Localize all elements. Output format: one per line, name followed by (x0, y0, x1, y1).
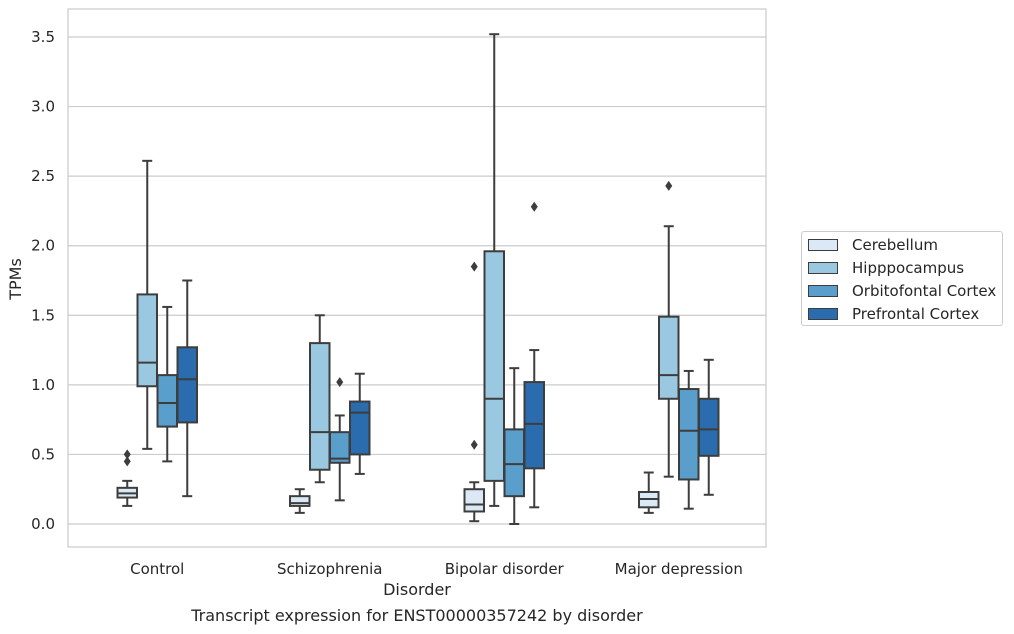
figure-caption: Transcript expression for ENST0000035724… (191, 606, 643, 625)
box-hipppocampus (483, 33, 505, 507)
outlier-point (470, 261, 478, 272)
legend-label-hippocampus: Hipppocampus (852, 259, 965, 277)
legend-label-cerebellum: Cerebellum (852, 236, 938, 254)
iqr-box (678, 388, 700, 481)
boxes (116, 33, 720, 525)
iqr-box (698, 397, 720, 457)
legend-swatch-cerebellum (808, 239, 838, 251)
outlier-point (530, 201, 538, 212)
box-prefrontal-cortex (523, 201, 545, 509)
iqr-box (289, 495, 311, 507)
legend-label-orbitofrontal: Orbitofontal Cortex (852, 282, 997, 300)
box-hipppocampus (658, 180, 680, 478)
y-tick-labels: 0.0 0.5 1.0 1.5 2.0 2.5 3.0 3.5 (31, 28, 55, 533)
y-tick-label: 0.5 (31, 445, 55, 463)
y-tick-label: 1.5 (31, 306, 55, 324)
legend: Cerebellum Hipppocampus Orbitofontal Cor… (801, 231, 1003, 326)
box-prefrontal-cortex (698, 358, 720, 496)
y-axis-label: TPMs (6, 258, 25, 301)
outlier-point (665, 180, 673, 191)
legend-item-orbitofrontal: Orbitofontal Cortex (808, 281, 996, 301)
box-orbitofontal-cortex (329, 377, 351, 502)
box-cerebellum (116, 449, 138, 507)
y-tick-label: 3.5 (31, 28, 55, 46)
x-tick-label: Control (130, 560, 184, 578)
x-axis-label: Disorder (383, 580, 451, 599)
legend-swatch-orbitofrontal (808, 285, 838, 297)
y-tick-label: 0.0 (31, 515, 55, 533)
legend-item-hippocampus: Hipppocampus (808, 258, 964, 278)
iqr-box (503, 428, 525, 498)
box-orbitofontal-cortex (156, 305, 178, 463)
iqr-box (463, 488, 485, 513)
iqr-box (523, 381, 545, 470)
legend-swatch-hippocampus (808, 262, 838, 274)
box-cerebellum (638, 471, 660, 514)
plot-frame (67, 8, 767, 548)
iqr-box (176, 346, 198, 424)
grid-lines (68, 36, 766, 525)
x-tick-label: Major depression (615, 560, 743, 578)
legend-swatch-prefrontal (808, 308, 838, 320)
outlier-point (336, 377, 344, 388)
iqr-box (156, 374, 178, 428)
iqr-box (349, 400, 371, 456)
legend-item-cerebellum: Cerebellum (808, 235, 938, 255)
y-tick-label: 2.0 (31, 237, 55, 255)
outlier-point (470, 439, 478, 450)
outlier-point (123, 449, 131, 460)
iqr-box (136, 293, 158, 388)
legend-item-prefrontal: Prefrontal Cortex (808, 304, 979, 324)
y-tick-label: 1.0 (31, 376, 55, 394)
box-prefrontal-cortex (349, 372, 371, 475)
x-tick-labels: Control Schizophrenia Bipolar disorder Majo… (130, 560, 743, 578)
box-prefrontal-cortex (176, 279, 198, 498)
box-hipppocampus (309, 314, 331, 484)
box-cerebellum (289, 488, 311, 514)
y-tick-label: 3.0 (31, 98, 55, 116)
y-tick-label: 2.5 (31, 167, 55, 185)
box-cerebellum (463, 261, 485, 523)
iqr-box (658, 315, 680, 400)
legend-label-prefrontal: Prefrontal Cortex (852, 305, 980, 323)
box-hipppocampus (136, 159, 158, 450)
iqr-box (309, 342, 331, 471)
iqr-box (483, 250, 505, 482)
x-tick-label: Bipolar disorder (445, 560, 565, 578)
box-orbitofontal-cortex (503, 367, 525, 525)
box-orbitofontal-cortex (678, 369, 700, 510)
x-tick-label: Schizophrenia (277, 560, 382, 578)
outlier-point (123, 456, 131, 467)
